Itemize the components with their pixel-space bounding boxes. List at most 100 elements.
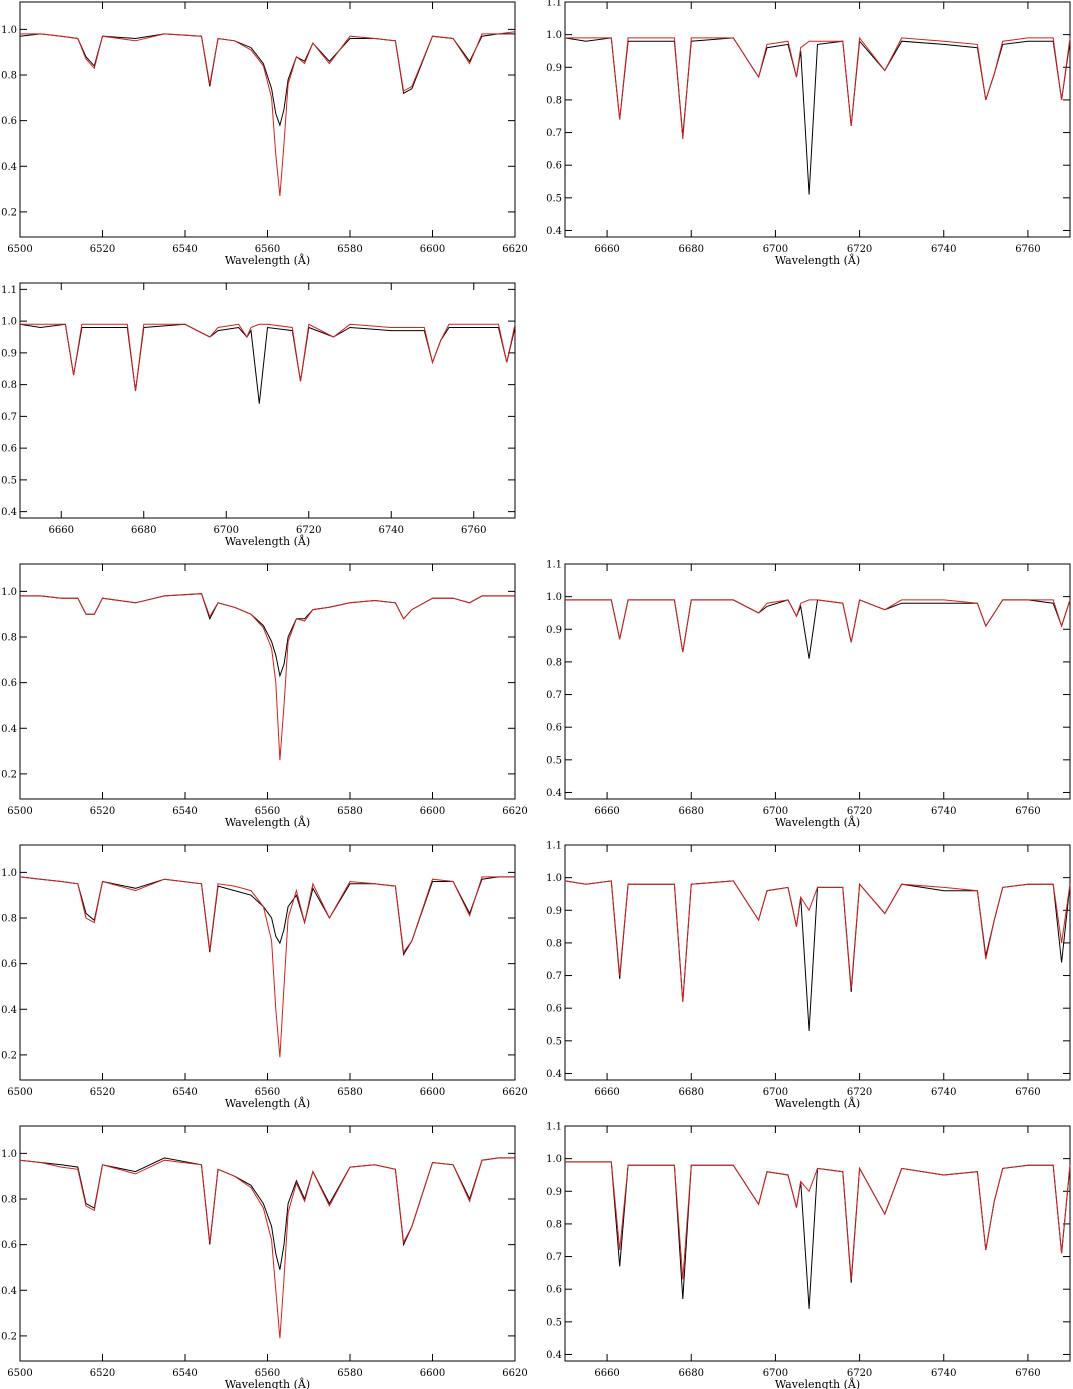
y-tick-label: 0.2 [1, 207, 17, 218]
y-tick-label: 0.6 [1, 678, 17, 689]
x-tick-label: 6580 [337, 244, 362, 255]
spectrum-line [20, 323, 516, 392]
spectrum-line [19, 876, 515, 956]
y-tick-label: 1.1 [546, 841, 562, 852]
panel: 6660 6680 6700 6720 6740 6760 0.4 0.5 0.6 0.7 0.8 0… [546, 560, 1071, 829]
y-tick-label: 1.0 [546, 30, 562, 41]
x-tick-label: 6660 [594, 1087, 619, 1098]
plot-frame [19, 1125, 516, 1362]
x-axis-label: Wavelength (Å) [775, 1096, 860, 1110]
plot-frame [19, 282, 516, 519]
panel: 6500 6520 6540 6560 6580 6600 6620 0.2 0.4 0.6 0.8… [1, 844, 528, 1110]
x-axis-label: Wavelength (Å) [225, 253, 310, 267]
x-tick-label: 6760 [1015, 1368, 1040, 1379]
x-tick-label: 6560 [255, 244, 280, 255]
y-tick-label: 0.6 [1, 959, 17, 970]
y-tick-label: 0.4 [546, 788, 562, 799]
plot-frame [564, 1, 1071, 238]
plot-frame [564, 844, 1071, 1081]
y-tick-label: 0.4 [1, 1286, 17, 1297]
x-tick-label: 6740 [379, 525, 404, 536]
spectrum-line [565, 1161, 1071, 1280]
y-tick-label: 0.6 [546, 1285, 562, 1296]
panel: 6660 6680 6700 6720 6740 6760 0.4 0.5 0.6 0.7 0.8 0… [546, 1122, 1071, 1389]
y-tick-label: 0.2 [1, 1050, 17, 1061]
spectrum-line [565, 599, 1071, 653]
spectrum-line [564, 880, 1071, 1002]
x-tick-label: 6700 [214, 525, 239, 536]
x-tick-label: 6540 [172, 806, 197, 817]
spectrum-line [20, 31, 516, 196]
x-tick-label: 6760 [1015, 1087, 1040, 1098]
y-tick-label: 0.8 [1, 633, 17, 644]
y-tick-label: 0.5 [546, 193, 562, 204]
panel: 6660 6680 6700 6720 6740 6760 0.4 0.5 0.6 0.7 0.8 0… [546, 841, 1071, 1110]
y-tick-label: 0.4 [1, 1005, 17, 1016]
y-tick-label: 0.4 [1, 724, 17, 735]
plot-frame [19, 563, 516, 800]
x-tick-label: 6600 [420, 806, 445, 817]
y-tick-label: 0.6 [1, 1240, 17, 1251]
x-axis-label: Wavelength (Å) [775, 1377, 860, 1389]
y-tick-label: 0.7 [546, 690, 562, 701]
x-tick-label: 6620 [502, 1087, 527, 1098]
x-tick-label: 6620 [502, 806, 527, 817]
y-tick-label: 0.8 [1, 380, 17, 391]
y-tick-label: 1.0 [546, 1154, 562, 1165]
panel: 6500 6520 6540 6560 6580 6600 6620 0.2 0.4 0.6 0.8… [1, 1, 528, 267]
x-tick-label: 6600 [420, 1087, 445, 1098]
x-tick-label: 6520 [90, 806, 115, 817]
y-tick-label: 0.8 [1, 914, 17, 925]
y-tick-label: 0.9 [1, 348, 17, 359]
x-axis-label: Wavelength (Å) [775, 815, 860, 829]
y-tick-label: 0.6 [1, 444, 17, 455]
panel: 6500 6520 6540 6560 6580 6600 6620 0.2 0.4 0.6 0.8… [1, 1125, 528, 1389]
spectrum-line [565, 599, 1071, 659]
x-tick-label: 6600 [420, 1368, 445, 1379]
x-tick-label: 6740 [931, 806, 956, 817]
spectrum-line [564, 880, 1071, 1032]
x-tick-label: 6540 [172, 1368, 197, 1379]
x-tick-label: 6760 [461, 525, 486, 536]
x-tick-label: 6560 [255, 1368, 280, 1379]
y-tick-label: 0.2 [1, 1331, 17, 1342]
x-tick-label: 6540 [172, 244, 197, 255]
spectrum-line [20, 593, 515, 678]
y-tick-label: 1.0 [546, 592, 562, 603]
y-tick-label: 1.1 [546, 0, 562, 9]
x-tick-label: 6660 [49, 525, 74, 536]
y-tick-label: 0.4 [546, 1350, 562, 1361]
x-tick-label: 6520 [90, 244, 115, 255]
x-tick-label: 6680 [679, 1087, 704, 1098]
x-tick-label: 6700 [763, 1087, 788, 1098]
y-tick-label: 0.7 [546, 971, 562, 982]
y-tick-label: 0.6 [546, 1004, 562, 1015]
x-tick-label: 6560 [255, 806, 280, 817]
x-tick-label: 6700 [763, 806, 788, 817]
y-tick-label: 1.0 [1, 317, 17, 328]
y-tick-label: 0.7 [1, 412, 17, 423]
x-tick-label: 6680 [679, 806, 704, 817]
y-tick-label: 0.9 [546, 906, 562, 917]
x-tick-label: 6500 [7, 244, 32, 255]
y-tick-label: 0.9 [546, 1187, 562, 1198]
y-tick-label: 1.1 [546, 1122, 562, 1133]
x-tick-label: 6720 [296, 525, 321, 536]
x-tick-label: 6540 [172, 1087, 197, 1098]
y-tick-label: 1.0 [1, 25, 17, 36]
x-tick-label: 6720 [847, 806, 872, 817]
spectrum-line [565, 1161, 1071, 1309]
x-tick-label: 6660 [594, 806, 619, 817]
x-axis-label: Wavelength (Å) [225, 815, 310, 829]
plot-frame [564, 563, 1071, 800]
y-tick-label: 0.5 [546, 1317, 562, 1328]
x-tick-label: 6720 [847, 244, 872, 255]
spectrum-line [19, 876, 515, 1058]
y-tick-label: 0.8 [546, 95, 562, 106]
spectrum-line [19, 1157, 515, 1270]
y-tick-label: 0.5 [546, 755, 562, 766]
x-tick-label: 6760 [1015, 244, 1040, 255]
y-tick-label: 0.8 [546, 1219, 562, 1230]
x-tick-label: 6720 [847, 1087, 872, 1098]
